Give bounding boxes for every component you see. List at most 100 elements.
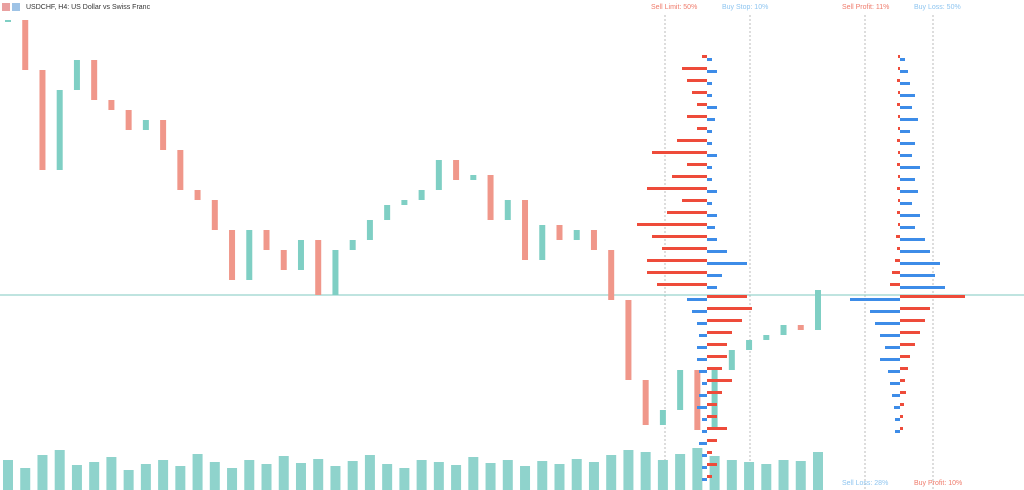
candle [315, 240, 322, 295]
volume-bar [330, 466, 341, 490]
sell-bar [687, 163, 707, 166]
buy-bar [707, 238, 717, 241]
sell-bar [900, 367, 908, 370]
buy-bar [699, 442, 707, 445]
volume-bar [175, 466, 186, 490]
buy-bar [894, 406, 900, 409]
buy-bar [890, 382, 900, 385]
volume-bar [209, 462, 220, 490]
sell-bar [890, 283, 900, 286]
sell-bar [707, 403, 717, 406]
marks [3, 20, 965, 490]
buy-bar [707, 190, 717, 193]
buy-bar [900, 166, 920, 169]
buy-bar [697, 322, 707, 325]
candle [694, 370, 701, 430]
sell-bar [697, 127, 707, 130]
sell-bar [707, 367, 722, 370]
volume-bar [192, 454, 203, 490]
sell-bar [897, 103, 900, 106]
candle [297, 240, 304, 270]
candle [349, 240, 356, 250]
buy-bar [707, 250, 727, 253]
volume-bar [71, 465, 82, 490]
sell-bar [707, 415, 717, 418]
buy-bar [697, 346, 707, 349]
candle [160, 120, 167, 150]
volume-bar [520, 466, 531, 490]
buy-bar [707, 214, 717, 217]
buy-bar [900, 94, 915, 97]
sell-bar [662, 247, 707, 250]
sell-bar [687, 115, 707, 118]
candle [332, 250, 339, 295]
sell-bar [898, 55, 900, 58]
volume-bar [640, 452, 651, 490]
stat-label: Sell Loss: 28% [842, 480, 888, 487]
candle [504, 200, 511, 220]
buy-bar [895, 430, 900, 433]
buy-bar [900, 214, 920, 217]
volume-bar [502, 460, 513, 490]
volume-bar [313, 459, 324, 490]
sell-bar [900, 427, 903, 430]
volume-bar [244, 460, 255, 490]
candle [280, 250, 287, 270]
volume-bar [399, 468, 410, 490]
candle [246, 230, 253, 280]
buy-bar [702, 454, 707, 457]
sell-bar [682, 199, 707, 202]
stat-label: Buy Profit: 10% [914, 480, 962, 487]
buy-bar [707, 166, 712, 169]
sell-bar [647, 187, 707, 190]
volume-bar [451, 465, 462, 490]
buy-bar [900, 106, 912, 109]
candle [177, 150, 184, 190]
buy-bar [900, 82, 910, 85]
buy-bar [900, 130, 910, 133]
buy-bar [900, 262, 940, 265]
candle [401, 200, 408, 205]
volume-bar [347, 461, 358, 490]
candle [797, 325, 804, 330]
volume-bar [261, 464, 272, 490]
buy-bar [707, 82, 712, 85]
volume-bar [726, 460, 737, 490]
buy-bar [707, 106, 717, 109]
sell-bar [707, 379, 732, 382]
sell-bar [898, 67, 900, 70]
candle [366, 220, 373, 240]
sell-bar [897, 139, 900, 142]
icon [12, 3, 20, 11]
buy-bar [699, 370, 707, 373]
candle [815, 290, 821, 330]
sell-bar [707, 463, 717, 466]
stat-label: Buy Stop: 10% [722, 4, 768, 11]
icon [2, 3, 10, 11]
sell-bar [677, 139, 707, 142]
buy-bar [900, 58, 905, 61]
candle [625, 300, 632, 380]
candle [470, 175, 477, 180]
volume-bar [295, 463, 306, 490]
volume-bar [657, 460, 668, 490]
candle [573, 230, 580, 240]
sell-bar [707, 295, 747, 298]
candle [453, 160, 460, 180]
volume-bar [89, 462, 100, 490]
sell-bar [898, 175, 900, 178]
buy-bar [870, 310, 900, 313]
sell-bar [692, 91, 707, 94]
buy-bar [892, 394, 900, 397]
volume-bar [744, 462, 755, 490]
sell-bar [707, 319, 742, 322]
candle [711, 370, 718, 430]
buy-bar [707, 226, 715, 229]
buy-bar [707, 274, 722, 277]
sell-bar [897, 187, 900, 190]
sell-bar [707, 427, 727, 430]
buy-bar [900, 202, 912, 205]
volume-bar [382, 464, 393, 490]
sell-bar [647, 259, 707, 262]
